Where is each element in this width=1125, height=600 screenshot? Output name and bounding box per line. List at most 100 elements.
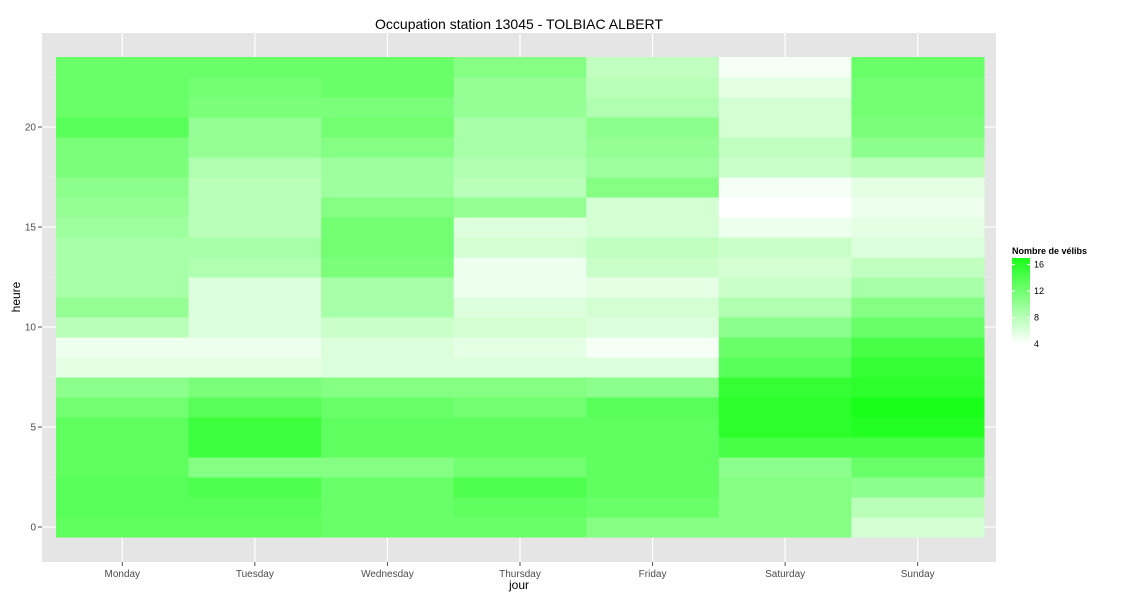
heatmap-tile bbox=[321, 257, 455, 278]
heatmap-tile bbox=[453, 57, 587, 78]
heatmap-tile bbox=[321, 457, 455, 478]
heatmap-tile bbox=[851, 57, 985, 78]
heatmap-tile bbox=[56, 517, 190, 538]
heatmap-tile bbox=[718, 437, 852, 458]
heatmap-tile bbox=[188, 57, 322, 78]
heatmap-tile bbox=[851, 497, 985, 518]
heatmap-tile bbox=[56, 477, 190, 498]
heatmap-tile bbox=[586, 497, 720, 518]
heatmap-tile bbox=[851, 137, 985, 158]
heatmap-tile bbox=[188, 377, 322, 398]
heatmap-tile bbox=[56, 237, 190, 258]
heatmap-tile bbox=[586, 217, 720, 238]
heatmap-tile bbox=[718, 317, 852, 338]
heatmap-tile bbox=[188, 457, 322, 478]
y-tick-label: 15 bbox=[25, 223, 37, 234]
heatmap-tile bbox=[851, 417, 985, 438]
y-tick-label: 0 bbox=[30, 523, 36, 534]
heatmap-tile bbox=[321, 137, 455, 158]
heatmap-tile bbox=[586, 77, 720, 98]
heatmap-tile bbox=[56, 437, 190, 458]
heatmap-tile bbox=[188, 337, 322, 358]
heatmap-tile bbox=[718, 337, 852, 358]
heatmap-tile bbox=[851, 457, 985, 478]
heatmap-tile bbox=[321, 357, 455, 378]
heatmap-tile bbox=[453, 317, 587, 338]
heatmap-tile bbox=[188, 397, 322, 418]
heatmap-tile bbox=[453, 357, 587, 378]
legend-tick-label: 8 bbox=[1034, 313, 1039, 323]
heatmap-tile bbox=[321, 477, 455, 498]
heatmap-tile bbox=[851, 377, 985, 398]
heatmap-tile bbox=[851, 257, 985, 278]
heatmap-tile bbox=[56, 217, 190, 238]
heatmap-tile bbox=[321, 437, 455, 458]
heatmap-tile bbox=[718, 117, 852, 138]
heatmap-tile bbox=[321, 157, 455, 178]
heatmap-tile bbox=[718, 97, 852, 118]
heatmap-tile bbox=[453, 197, 587, 218]
heatmap-tile bbox=[56, 417, 190, 438]
heatmap-tile bbox=[56, 57, 190, 78]
heatmap-tile bbox=[188, 317, 322, 338]
heatmap-tile bbox=[718, 217, 852, 238]
heatmap-tile bbox=[718, 137, 852, 158]
heatmap-tile bbox=[188, 437, 322, 458]
heatmap-tile bbox=[586, 437, 720, 458]
heatmap-tile bbox=[453, 517, 587, 538]
heatmap-tile bbox=[718, 457, 852, 478]
heatmap-tile bbox=[188, 77, 322, 98]
legend-ticks: 16 12 8 4 bbox=[1012, 260, 1044, 349]
heatmap-tile bbox=[321, 297, 455, 318]
heatmap-tile bbox=[453, 337, 587, 358]
heatmap-tile bbox=[851, 237, 985, 258]
heatmap-tile bbox=[453, 77, 587, 98]
heatmap-tile bbox=[718, 177, 852, 198]
heatmap-tile bbox=[453, 157, 587, 178]
heatmap-tile bbox=[56, 277, 190, 298]
heatmap-tile bbox=[188, 117, 322, 138]
heatmap-tile bbox=[321, 237, 455, 258]
heatmap-tile bbox=[453, 117, 587, 138]
heatmap-tile bbox=[56, 297, 190, 318]
heatmap-tile bbox=[321, 317, 455, 338]
heatmap-tile bbox=[718, 257, 852, 278]
heatmap-tile bbox=[453, 217, 587, 238]
x-axis-title: jour bbox=[508, 578, 529, 592]
heatmap-tile bbox=[851, 477, 985, 498]
heatmap-tile bbox=[321, 217, 455, 238]
heatmap-tile bbox=[586, 257, 720, 278]
heatmap-tile bbox=[586, 397, 720, 418]
heatmap-tile bbox=[56, 397, 190, 418]
x-tick-label: Monday bbox=[104, 569, 140, 580]
heatmap-tile bbox=[188, 497, 322, 518]
heatmap-tile bbox=[586, 457, 720, 478]
heatmap-tile bbox=[851, 337, 985, 358]
heatmap-tile bbox=[321, 397, 455, 418]
heatmap-tile bbox=[56, 257, 190, 278]
heatmap-tile bbox=[718, 277, 852, 298]
heatmap-tile bbox=[56, 157, 190, 178]
heatmap-tile bbox=[851, 517, 985, 538]
color-legend: Nombre de vélibs 16 12 8 4 bbox=[1012, 246, 1087, 349]
heatmap-tile bbox=[851, 117, 985, 138]
heatmap-tile bbox=[851, 197, 985, 218]
heatmap-tile bbox=[188, 157, 322, 178]
x-tick-label: Wednesday bbox=[361, 569, 414, 580]
heatmap-tile bbox=[321, 417, 455, 438]
heatmap-tile bbox=[586, 177, 720, 198]
heatmap-tile bbox=[586, 137, 720, 158]
heatmap-tile bbox=[851, 157, 985, 178]
y-tick-label: 5 bbox=[30, 423, 36, 434]
heatmap-tile bbox=[321, 337, 455, 358]
heatmap-tile bbox=[56, 457, 190, 478]
heatmap-tile bbox=[453, 137, 587, 158]
heatmap-tile bbox=[453, 397, 587, 418]
heatmap-tile bbox=[188, 297, 322, 318]
heatmap-tile bbox=[56, 337, 190, 358]
y-axis-title: heure bbox=[9, 281, 23, 312]
heatmap-tile bbox=[718, 77, 852, 98]
heatmap-tile bbox=[718, 197, 852, 218]
heatmap-tile bbox=[718, 477, 852, 498]
